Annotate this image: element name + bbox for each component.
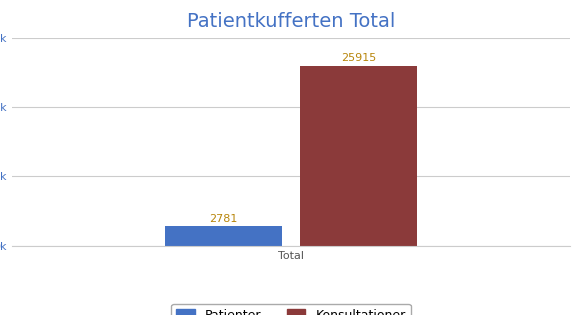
Legend: Patienter, Konsultationer: Patienter, Konsultationer (172, 304, 410, 315)
Title: Patientkufferten Total: Patientkufferten Total (187, 12, 395, 31)
Text: 2781: 2781 (209, 214, 238, 224)
Bar (300, 66, 417, 246)
Bar (165, 226, 282, 246)
Text: 25915: 25915 (341, 53, 376, 63)
